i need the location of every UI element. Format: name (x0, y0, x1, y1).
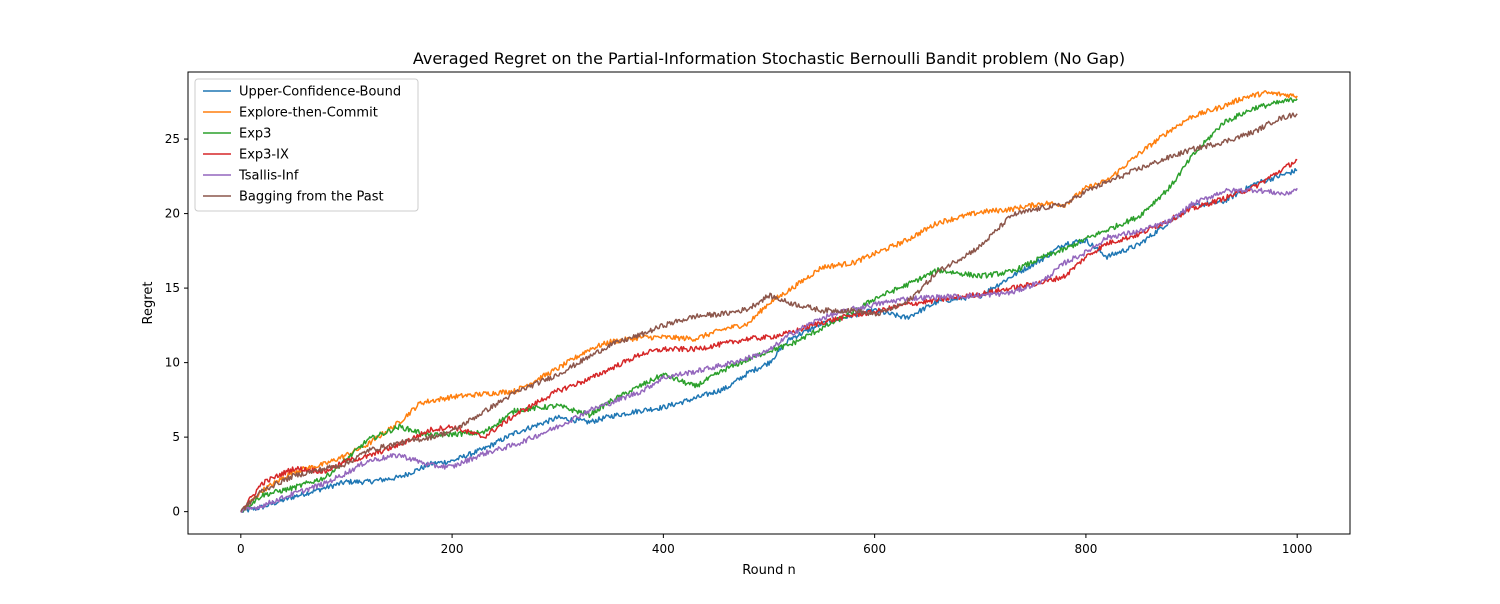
plot-frame (187, 71, 1351, 535)
y-axis-label: Regret (141, 282, 156, 325)
y-axis-ticks: 0 5 10 15 20 25 (165, 132, 188, 519)
legend-box (194, 78, 419, 212)
legend-label: Exp3 (239, 127, 271, 142)
y-tick-label: 5 (172, 430, 180, 444)
legend-label: Bagging from the Past (239, 190, 384, 205)
y-tick-label: 0 (172, 505, 180, 519)
chart-title: Averaged Regret on the Partial-Informati… (413, 49, 1125, 68)
x-tick-label: 200 (441, 542, 464, 556)
legend: Upper-Confidence-Bound Explore-then-Commi… (194, 78, 419, 212)
y-tick-label: 25 (165, 132, 180, 146)
x-axis-ticks: 0 200 400 600 800 1000 (237, 534, 1312, 556)
series-line-2 (240, 90, 1298, 513)
x-tick-label: 600 (863, 542, 886, 556)
legend-label: Tsallis-Inf (238, 169, 299, 184)
x-tick-label: 1000 (1282, 542, 1313, 556)
series-line-1 (240, 167, 1298, 513)
series-layer (240, 90, 1298, 513)
series-line-6 (240, 112, 1298, 512)
series-line-3 (240, 97, 1298, 513)
series-line-4 (240, 158, 1298, 513)
y-tick-label: 10 (165, 356, 180, 370)
x-tick-label: 400 (652, 542, 675, 556)
x-axis-label: Round n (742, 563, 796, 578)
x-tick-label: 0 (237, 542, 245, 556)
y-tick-label: 15 (165, 281, 180, 295)
legend-label: Explore-then-Commit (239, 106, 378, 121)
x-tick-label: 800 (1074, 542, 1097, 556)
y-tick-label: 20 (165, 207, 180, 221)
series-line-5 (240, 187, 1298, 513)
legend-label: Upper-Confidence-Bound (239, 85, 401, 100)
legend-label: Exp3-IX (239, 148, 289, 163)
